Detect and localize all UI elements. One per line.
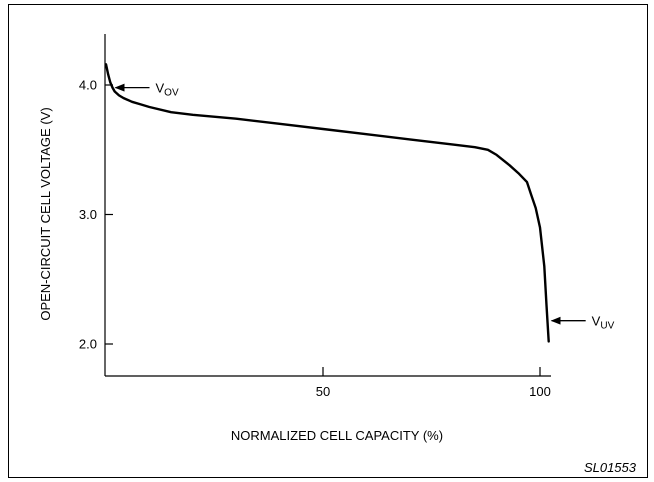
- x-tick-label: 100: [529, 384, 551, 399]
- y-tick-label: 2.0: [79, 337, 97, 352]
- figure-code: SL01553: [584, 460, 637, 475]
- y-tick-label: 3.0: [79, 207, 97, 222]
- y-axis-label: OPEN-CIRCUIT CELL VOLTAGE (V): [38, 107, 53, 320]
- voltage-curve: [106, 64, 549, 341]
- x-axis-label: NORMALIZED CELL CAPACITY (%): [231, 428, 443, 443]
- annotation-label: VUV: [592, 314, 615, 332]
- y-tick-label: 4.0: [79, 78, 97, 93]
- x-tick-label: 50: [316, 384, 330, 399]
- annotation-label: VOV: [156, 81, 179, 99]
